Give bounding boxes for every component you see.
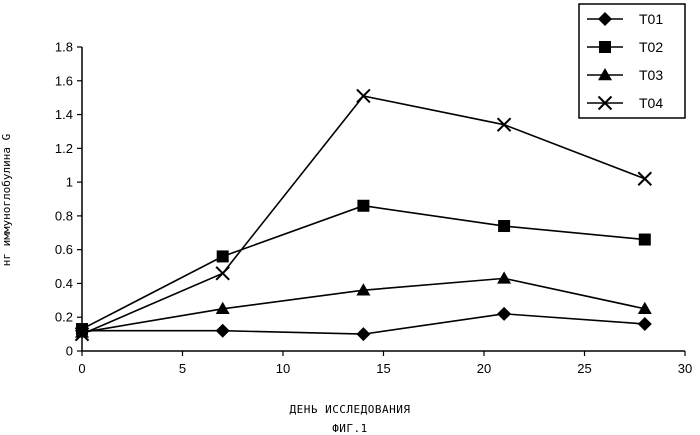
series-t02: [76, 200, 651, 335]
legend-label: T01: [639, 11, 663, 27]
data-point: [356, 327, 370, 341]
data-point: [497, 271, 511, 283]
data-point: [217, 250, 229, 262]
y-tick-label: 1.4: [55, 107, 73, 122]
legend-box: [579, 4, 685, 118]
figure-caption: ФИГ.1: [0, 422, 700, 435]
data-point: [638, 317, 652, 331]
y-tick-label: 0.6: [55, 242, 73, 257]
data-point: [498, 118, 511, 131]
series-t01: [75, 307, 652, 341]
data-point: [497, 307, 511, 321]
data-point: [498, 220, 510, 232]
x-tick-label: 15: [376, 361, 390, 376]
series-layer: [75, 89, 652, 341]
series-line: [82, 96, 645, 334]
y-tick-label: 1: [66, 175, 73, 190]
y-axis-label: нг иммуноглобулина G: [0, 134, 13, 266]
series-line: [82, 206, 645, 329]
x-tick-label: 0: [78, 361, 85, 376]
legend: T01 T02 T03 T04: [579, 4, 685, 118]
x-axis-label: ДЕНЬ ИССЛЕДОВАНИЯ: [0, 403, 700, 416]
x-tick-label: 5: [179, 361, 186, 376]
data-point: [216, 324, 230, 338]
x-tick-label: 10: [276, 361, 290, 376]
y-tick-label: 0: [66, 344, 73, 359]
legend-label: T04: [639, 95, 663, 111]
y-tick-label: 0.2: [55, 310, 73, 325]
legend-label: T03: [639, 67, 663, 83]
y-tick-label: 1.8: [55, 40, 73, 55]
y-tick-label: 0.4: [55, 276, 73, 291]
data-point: [357, 89, 370, 102]
data-point: [638, 172, 651, 185]
data-point: [639, 234, 651, 246]
data-point: [216, 267, 229, 280]
y-tick-label: 0.8: [55, 208, 73, 223]
y-tick-label: 1.2: [55, 141, 73, 156]
y-tick-label: 1.6: [55, 73, 73, 88]
data-point: [357, 200, 369, 212]
x-tick-label: 30: [678, 361, 692, 376]
x-tick-label: 20: [477, 361, 491, 376]
x-tick-label: 25: [577, 361, 591, 376]
legend-marker: [599, 41, 611, 53]
legend-label: T02: [639, 39, 663, 55]
series-t04: [76, 89, 652, 340]
